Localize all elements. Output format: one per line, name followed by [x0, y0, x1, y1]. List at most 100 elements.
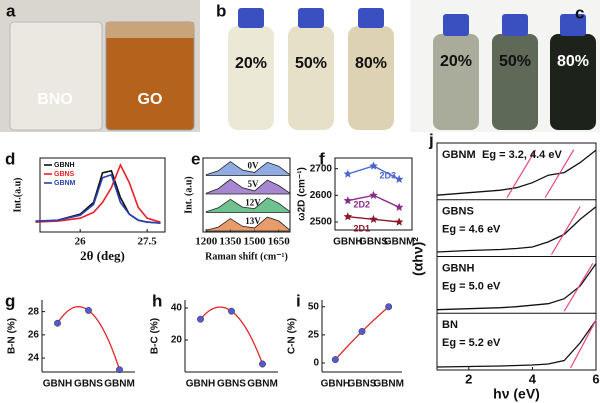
bottle-cap: [502, 14, 528, 36]
y-tick-label: 26: [28, 329, 40, 340]
data-point: [331, 356, 339, 364]
tangent-line: [544, 149, 575, 199]
x-tick-label: 1500: [244, 236, 267, 248]
photo-label: 50%: [499, 53, 531, 70]
x-tick-label: 1200: [195, 236, 218, 248]
tangent-line: [570, 319, 597, 369]
panel-label: c: [575, 3, 584, 22]
tauc-curve: [436, 319, 597, 368]
data-line: [35, 162, 161, 223]
raman-trace: [205, 197, 291, 213]
panel-label: f: [319, 149, 325, 168]
x-tick-label: GBNM: [384, 237, 415, 248]
y-axis-label: C-N (%): [287, 318, 298, 354]
photo-c: c 20% 50% 80%: [410, 0, 600, 132]
panel-label: b: [216, 1, 226, 20]
panel-label: j: [428, 130, 434, 149]
raman-trace: [205, 161, 291, 176]
y-tick-label: 28: [28, 306, 40, 317]
tangent-line: [563, 263, 594, 312]
data-point: [259, 360, 266, 368]
band-gap-label: Eg = 4.6 eV: [442, 224, 501, 236]
x-tick-label: GBNH: [186, 379, 215, 390]
panel-label: g: [5, 291, 15, 310]
raman-trace: [205, 216, 291, 232]
x-axis-label: hν (eV): [493, 386, 540, 402]
data-line: [35, 169, 161, 224]
data-line: [35, 173, 161, 224]
photo-label: 20%: [440, 53, 472, 70]
data-point: [116, 366, 123, 374]
sample-label: GBNS: [442, 206, 474, 218]
y-tick-label: 50: [308, 301, 320, 312]
star-marker: [343, 196, 353, 205]
fit-curve: [200, 306, 264, 365]
band-gap-label: Eg = 5.0 eV: [442, 280, 501, 292]
photo-label: BNO: [37, 91, 73, 108]
bottle-cap: [238, 8, 264, 28]
sample-label: BN: [442, 319, 458, 331]
photo-b: b 20% 50% 80%: [216, 1, 394, 130]
photo-a: a BNO GO: [0, 0, 200, 132]
x-tick-label: GBNS: [359, 237, 388, 248]
bottle-cap: [443, 14, 469, 36]
bottle: [492, 34, 538, 130]
x-tick-label: GBNS: [217, 379, 246, 390]
sample-label: GBNM: [442, 149, 476, 161]
series-label: 2D1: [354, 224, 371, 234]
trace-label: 13V: [245, 216, 261, 226]
plot-frame: [39, 157, 166, 233]
x-tick-label: 1350: [219, 236, 242, 248]
tauc-curve: [436, 149, 597, 196]
star-marker: [394, 174, 404, 183]
trace-label: 5V: [247, 179, 259, 189]
x-tick-label: 1650: [268, 236, 291, 248]
y-axis-label: Int.(a.u): [12, 177, 23, 212]
y-axis-label: Int. (a.u): [183, 176, 194, 214]
data-point: [385, 303, 393, 311]
beaker: [105, 21, 195, 131]
bottle-cap: [560, 14, 586, 36]
panel-label: h: [152, 291, 162, 310]
x-tick-label: GBNM: [373, 379, 404, 390]
x-axis-label: 2θ (deg): [80, 248, 125, 263]
x-tick-label: 4: [529, 371, 537, 386]
beaker: [9, 21, 103, 131]
y-tick-label: 2600: [310, 190, 333, 201]
star-marker: [343, 169, 353, 178]
photo-label: 80%: [557, 53, 589, 70]
x-tick-label: 26: [75, 236, 87, 248]
fit-curve: [56, 306, 121, 370]
beaker-rim: [106, 22, 194, 38]
bottle: [433, 34, 479, 130]
panel-label: d: [5, 149, 15, 168]
y-tick-label: 2500: [310, 217, 333, 228]
sample-label: GBNH: [442, 262, 474, 274]
x-tick-label: 2: [465, 371, 472, 386]
data-point: [85, 307, 92, 314]
y-axis-label: (αhν)²: [410, 237, 426, 276]
photo-label: GO: [138, 91, 163, 108]
x-tick-label: 6: [592, 371, 599, 386]
photo-label: 20%: [235, 55, 267, 72]
legend-label: GBNS: [54, 171, 75, 178]
x-tick-label: GBNS: [348, 379, 377, 390]
plot-frame: [202, 157, 291, 233]
band-gap-label: Eg = 5.2 eV: [442, 337, 501, 349]
x-tick-label: GBNM: [247, 379, 278, 390]
data-point: [228, 307, 235, 315]
bottle: [228, 26, 274, 130]
tauc-curve: [436, 263, 597, 311]
y-tick-label: 24: [28, 353, 40, 364]
bottle: [550, 34, 596, 130]
data-point: [197, 315, 204, 323]
panel-label: a: [6, 1, 16, 20]
data-point: [358, 328, 366, 335]
series-label: 2D3: [380, 170, 397, 180]
bottle: [288, 26, 334, 130]
y-tick-label: 25: [308, 330, 320, 341]
x-axis-label: Raman shift (cm⁻¹): [205, 251, 288, 262]
star-marker: [343, 212, 353, 221]
star-marker: [369, 161, 378, 170]
